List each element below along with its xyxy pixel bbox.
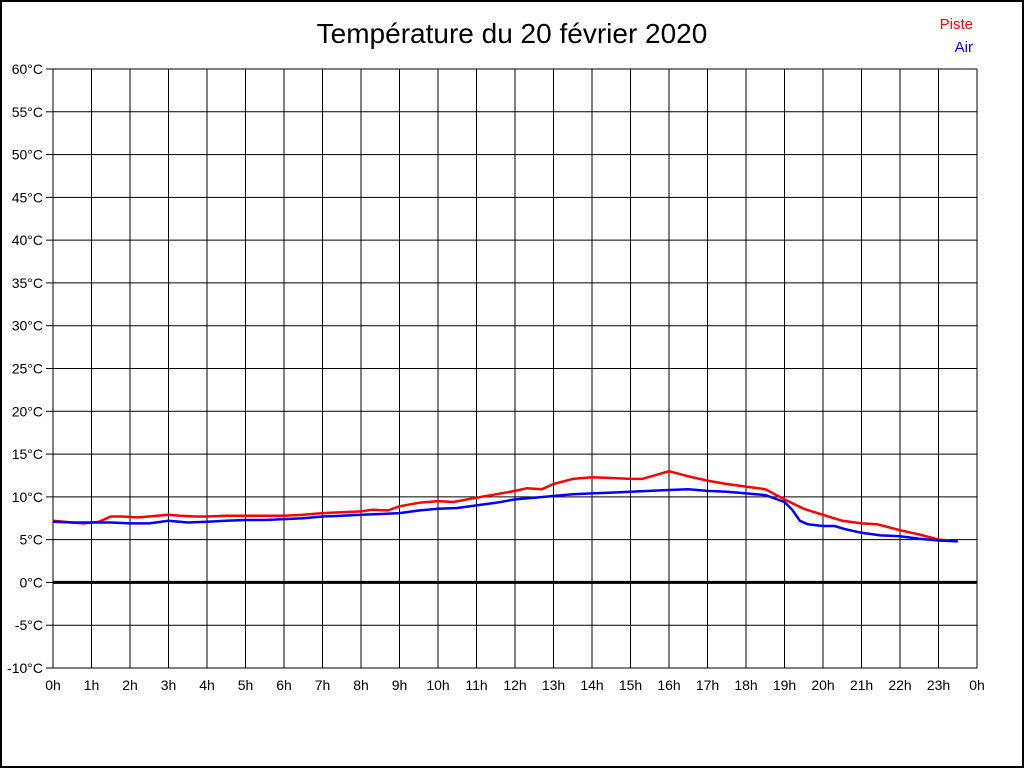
x-axis-tick-label: 21h [850, 677, 873, 693]
x-axis-tick-label: 23h [927, 677, 950, 693]
legend: Piste Air [940, 13, 973, 59]
x-axis-tick-label: 0h [969, 677, 985, 693]
y-axis-tick-label: 60°C [12, 61, 43, 77]
x-axis-tick-label: 22h [888, 677, 911, 693]
chart-title: Température du 20 février 2020 [316, 18, 708, 49]
y-axis-tick-label: 10°C [12, 489, 43, 505]
x-axis-tick-label: 10h [426, 677, 449, 693]
x-axis-tick-label: 3h [161, 677, 177, 693]
x-axis-tick-label: 7h [315, 677, 331, 693]
series-line-air [52, 487, 958, 543]
y-axis-tick-label: 30°C [12, 318, 43, 334]
x-axis-tick-label: 13h [542, 677, 565, 693]
x-axis-tick-label: 6h [276, 677, 292, 693]
legend-item-air: Air [954, 39, 973, 56]
x-axis-tick-label: 19h [773, 677, 796, 693]
x-axis-tick-label: 9h [392, 677, 408, 693]
x-axis-tick-label: 14h [580, 677, 603, 693]
y-axis-tick-label: 5°C [20, 532, 44, 548]
y-axis-tick-label: 0°C [20, 574, 44, 590]
y-axis-tick-label: 50°C [12, 147, 43, 163]
x-axis-tick-label: 8h [353, 677, 369, 693]
x-axis-tick-label: 18h [734, 677, 757, 693]
x-axis-tick-label: 0h [45, 677, 61, 693]
y-axis-tick-label: 20°C [12, 403, 43, 419]
y-axis-tick-label: -5°C [15, 617, 43, 633]
x-axis-tick-label: 20h [811, 677, 834, 693]
y-axis-tick-label: 15°C [12, 446, 43, 462]
x-axis-tick-label: 16h [657, 677, 680, 693]
x-axis-tick-label: 15h [619, 677, 642, 693]
x-axis-tick-label: 17h [696, 677, 719, 693]
x-axis-tick-label: 12h [503, 677, 526, 693]
y-axis-tick-label: 40°C [12, 232, 43, 248]
x-axis-tick-label: 5h [238, 677, 254, 693]
y-axis-tick-label: 35°C [12, 275, 43, 291]
x-axis-tick-label: 1h [84, 677, 100, 693]
y-axis-tick-label: 55°C [12, 104, 43, 120]
x-axis-tick-label: 2h [122, 677, 138, 693]
y-axis-tick-label: 45°C [12, 189, 43, 205]
series-line-piste [52, 469, 951, 542]
y-axis-tick-label: -10°C [7, 660, 43, 676]
legend-item-piste: Piste [939, 16, 973, 33]
x-axis-tick-label: 4h [199, 677, 215, 693]
x-axis-tick-label: 11h [465, 677, 487, 693]
y-axis-tick-label: 25°C [12, 361, 43, 377]
